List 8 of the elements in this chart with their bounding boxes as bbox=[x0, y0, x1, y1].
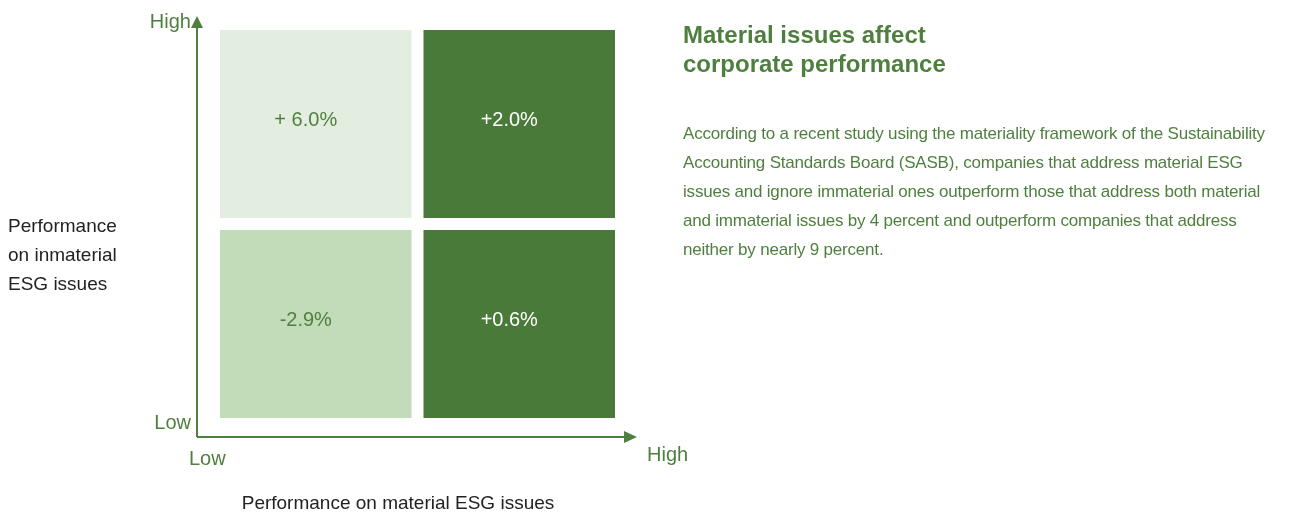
data-label: + 6.0% bbox=[274, 107, 338, 130]
annotation: According to a recent study using the materiality framework of the Sustainability Accounting Standards Board (SASB), companies that address material ESG issues and ignore immaterial ones outperform those that address both material and immaterial issues by 4 percent and outperform companies that address neither by nearly 9 percent. bbox=[683, 123, 1266, 261]
x-axis-title: Performance on material ESG issues bbox=[240, 491, 556, 514]
data-label: -2.9% bbox=[279, 307, 333, 330]
text: Material issues affect corporate performance bbox=[683, 20, 947, 78]
y-axis-title: Performance on inmaterial ESG issues bbox=[8, 214, 118, 296]
data-label: +2.0% bbox=[480, 107, 539, 130]
data-label: +0.6% bbox=[480, 307, 539, 330]
